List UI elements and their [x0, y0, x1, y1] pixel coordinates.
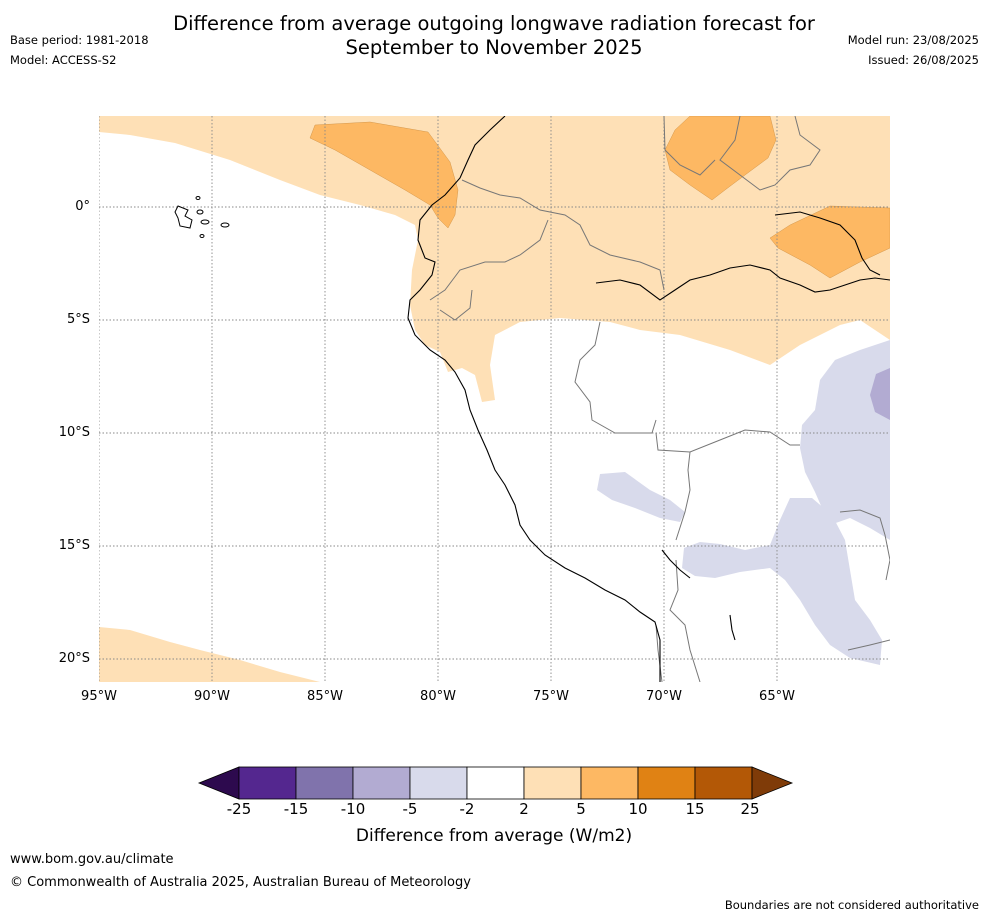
- colorbar-arrow-low: [197, 766, 240, 800]
- lat-label-15s: 15°S: [58, 538, 90, 553]
- galapagos-islands: [174, 196, 230, 238]
- colorbar-label-minus15: -15: [283, 800, 309, 818]
- forecast-map: [99, 116, 890, 682]
- lon-label-80w: 80°W: [420, 689, 456, 704]
- model-run-text: Model run: 23/08/2025: [847, 33, 979, 47]
- lat-label-5s: 5°S: [66, 312, 90, 327]
- colorbar-label-25: 25: [740, 800, 760, 818]
- colorbar-segment: [295, 766, 354, 800]
- lat-label-20s: 20°S: [58, 651, 90, 666]
- lat-label-10s: 10°S: [58, 425, 90, 440]
- lat-label-0: 0°: [75, 199, 90, 214]
- chart-title: Difference from average outgoing longwav…: [0, 12, 988, 60]
- anomaly-region-light-purple-east: [800, 340, 890, 540]
- map-lines-layer: [99, 116, 890, 682]
- map-fill-layer: [99, 116, 890, 682]
- footer-disclaimer: Boundaries are not considered authoritat…: [724, 898, 979, 912]
- colorbar-label-5: 5: [576, 800, 586, 818]
- meta-right: Model run: 23/08/2025 Issued: 26/08/2025: [848, 30, 979, 70]
- coastlines: [407, 116, 890, 682]
- lon-label-75w: 75°W: [533, 689, 569, 704]
- colorbar-segment: [523, 766, 582, 800]
- footer-copyright: © Commonwealth of Australia 2025, Austra…: [10, 875, 471, 890]
- model-text: Model: ACCESS-S2: [10, 53, 117, 67]
- anomaly-region-light-orange-southwest: [99, 627, 320, 682]
- lon-label-95w: 95°W: [81, 689, 117, 704]
- colorbar-segment: [694, 766, 753, 800]
- colorbar-label-minus5: -5: [402, 800, 418, 818]
- colorbar: [197, 766, 794, 800]
- footer-url[interactable]: www.bom.gov.au/climate: [10, 852, 174, 867]
- lon-label-90w: 90°W: [194, 689, 230, 704]
- colorbar-segment: [409, 766, 468, 800]
- anomaly-region-light-purple-south: [682, 498, 882, 665]
- colorbar-label-minus2: -2: [459, 800, 475, 818]
- lon-label-65w: 65°W: [759, 689, 795, 704]
- country-borders: [429, 116, 890, 682]
- colorbar-segment: [352, 766, 411, 800]
- colorbar-label-2: 2: [519, 800, 529, 818]
- anomaly-region-purple-east: [870, 368, 890, 420]
- graticule: [99, 116, 890, 682]
- anomaly-region-light-purple-central: [597, 472, 685, 522]
- anomaly-region-orange-west: [309, 121, 459, 229]
- colorbar-title: Difference from average (W/m2): [355, 826, 633, 846]
- colorbar-label-10: 10: [628, 800, 648, 818]
- title-line-2: September to November 2025: [345, 36, 643, 59]
- colorbar-label-minus10: -10: [340, 800, 366, 818]
- colorbar-segment: [238, 766, 297, 800]
- colorbar-arrow-high: [751, 766, 794, 800]
- base-period-text: Base period: 1981-2018: [10, 33, 149, 47]
- colorbar-segment: [466, 766, 525, 800]
- lon-label-85w: 85°W: [307, 689, 343, 704]
- anomaly-region-light-orange-north: [99, 116, 890, 402]
- title-line-1: Difference from average outgoing longwav…: [173, 12, 815, 35]
- anomaly-region-orange-northeast: [664, 116, 777, 201]
- colorbar-label-15: 15: [685, 800, 705, 818]
- colorbar-label-minus25: -25: [226, 800, 252, 818]
- issued-text: Issued: 26/08/2025: [868, 53, 979, 67]
- meta-left: Base period: 1981-2018 Model: ACCESS-S2: [10, 30, 149, 70]
- colorbar-segment: [637, 766, 696, 800]
- colorbar-segment: [580, 766, 639, 800]
- lon-label-70w: 70°W: [646, 689, 682, 704]
- anomaly-region-orange-east: [769, 205, 890, 279]
